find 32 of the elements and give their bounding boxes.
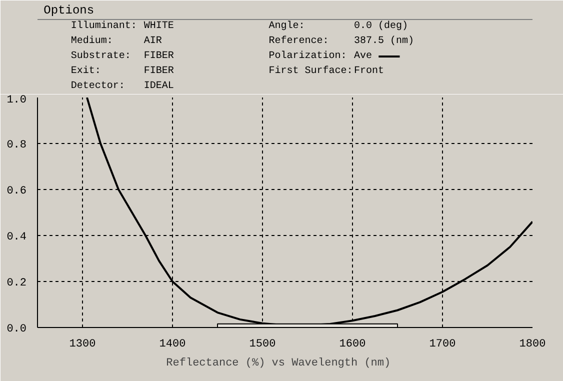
y-tick-label: 0.0 [6,324,27,336]
text: Options [44,4,94,18]
y-tick-label: 0.8 [6,140,27,152]
text: Detector: [70,81,125,92]
y-tick-label: 1.0 [6,94,27,106]
x-tick-label: 1300 [69,338,96,350]
text: WHITE [144,21,174,32]
text: 0.0 (deg) [354,20,408,32]
text: 387.5 (nm) [354,35,414,47]
x-tick-label: 1400 [159,338,186,350]
y-tick-label: 0.6 [6,186,27,198]
x-tick-label: 1500 [249,338,276,350]
x-tick-label: 1800 [519,338,546,350]
text: Polarization: [268,50,347,62]
text: AIR [144,36,162,47]
text: Reference: [268,35,329,47]
text: First Surface: [268,65,353,77]
text: FIBER [144,66,174,77]
text: Front [354,66,384,77]
text: Medium: [70,35,113,47]
x-tick-label: 1600 [339,338,366,350]
x-axis-title: Reflectance (%) vs Wavelength (nm) [166,358,391,370]
text: Illuminant: [70,20,137,32]
text: Exit: [70,65,101,77]
text: IDEAL [144,81,174,92]
y-tick-label: 0.4 [6,232,27,244]
text: FIBER [144,51,174,62]
legend-label: Ave [354,51,372,62]
y-tick-label: 0.2 [6,278,27,290]
text: Angle: [268,20,305,32]
x-tick-label: 1700 [429,338,456,350]
text: Substrate: [70,50,131,62]
